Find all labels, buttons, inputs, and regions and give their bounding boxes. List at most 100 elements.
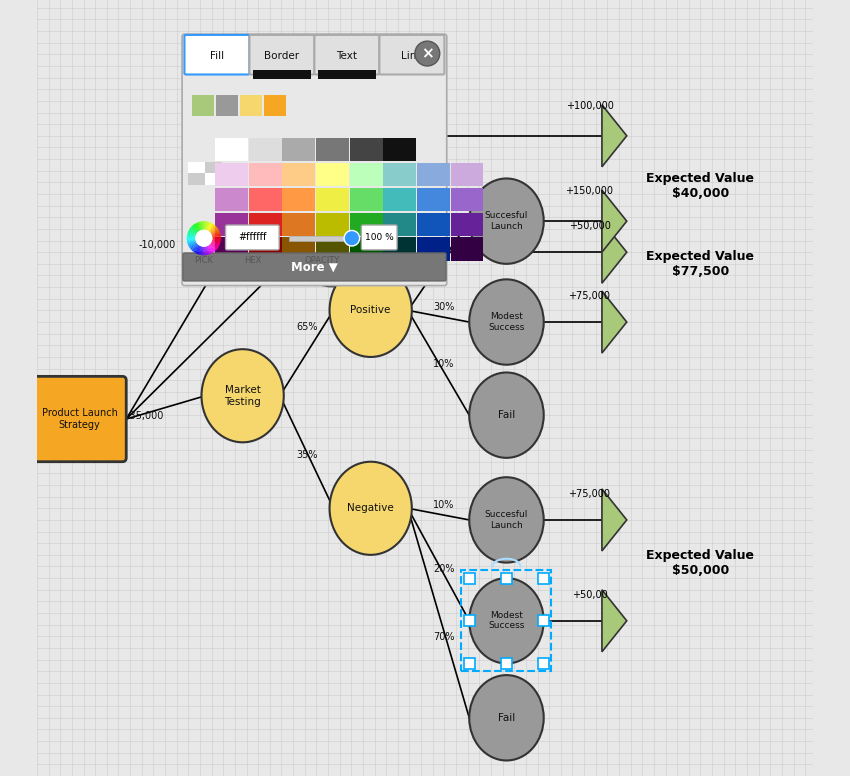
Bar [189,162,205,174]
Wedge shape [211,243,218,248]
Text: Line: Line [401,51,422,61]
Wedge shape [212,240,221,243]
Text: Expected Value
$50,000: Expected Value $50,000 [647,549,755,577]
Bar [450,237,484,261]
Bar [215,188,248,211]
Wedge shape [212,230,219,234]
Text: Text: Text [337,51,357,61]
Wedge shape [205,221,207,230]
Wedge shape [190,244,197,250]
Text: 30%: 30% [433,303,454,313]
Wedge shape [212,241,220,244]
Wedge shape [202,247,204,255]
Text: +75,000: +75,000 [569,489,610,499]
Wedge shape [191,226,198,233]
Bar [450,188,484,211]
Wedge shape [198,246,201,255]
Wedge shape [212,238,221,239]
Wedge shape [212,233,220,236]
Text: 60%: 60% [433,247,454,257]
Bar [538,658,549,669]
Wedge shape [212,241,219,245]
Wedge shape [187,236,196,237]
Bar [383,237,416,261]
Bar [417,237,450,261]
Ellipse shape [330,264,411,357]
Bar [349,213,382,236]
Wedge shape [212,234,221,237]
Bar [241,95,262,116]
Wedge shape [196,223,201,230]
Bar [205,174,222,185]
Wedge shape [201,247,202,255]
Bar [349,163,382,186]
Text: -10,000: -10,000 [139,241,176,251]
Text: #ffffff: #ffffff [238,233,267,242]
Text: HEX: HEX [244,256,261,265]
Wedge shape [195,223,200,231]
Wedge shape [197,246,201,255]
Wedge shape [193,224,199,232]
Text: 100 %: 100 % [365,233,394,242]
Wedge shape [201,221,203,230]
Wedge shape [190,243,197,248]
Wedge shape [212,239,221,241]
Text: Fail: Fail [498,411,515,420]
Text: 20%: 20% [433,564,455,574]
Wedge shape [188,231,196,235]
Ellipse shape [469,372,544,458]
FancyBboxPatch shape [182,34,447,286]
Wedge shape [203,247,205,255]
Wedge shape [195,245,200,253]
Wedge shape [193,244,199,252]
Bar [464,615,474,626]
Bar [383,163,416,186]
Polygon shape [602,590,626,652]
Wedge shape [187,234,196,237]
Wedge shape [204,221,206,230]
Wedge shape [208,245,212,253]
Text: Succesful
Launch: Succesful Launch [484,511,528,529]
Wedge shape [188,241,196,244]
Text: Border: Border [264,51,299,61]
Wedge shape [212,241,220,244]
FancyBboxPatch shape [361,225,397,250]
Ellipse shape [469,477,544,563]
Ellipse shape [469,178,544,264]
FancyBboxPatch shape [183,253,446,281]
Text: Product Launch
Strategy: Product Launch Strategy [42,408,117,430]
Wedge shape [212,242,219,247]
Wedge shape [210,227,217,233]
Wedge shape [196,246,200,254]
Ellipse shape [295,102,369,170]
Wedge shape [187,234,196,237]
Bar [316,213,349,236]
Wedge shape [207,222,210,230]
Wedge shape [210,226,216,232]
Wedge shape [190,229,197,234]
Wedge shape [196,246,201,254]
Bar [538,615,549,626]
Wedge shape [188,230,196,235]
Wedge shape [194,224,199,231]
Bar [349,188,382,211]
Wedge shape [196,223,200,230]
Wedge shape [208,245,213,253]
Text: 35%: 35% [297,450,318,460]
Bar [282,138,315,161]
Bar [249,138,281,161]
Wedge shape [211,227,218,233]
Wedge shape [188,241,196,245]
Text: Fill: Fill [210,51,224,61]
Wedge shape [208,223,213,231]
Wedge shape [187,240,196,242]
Wedge shape [209,224,214,231]
Wedge shape [190,227,197,234]
Text: +75,000: +75,000 [569,291,610,301]
Polygon shape [602,190,626,252]
Bar [450,213,484,236]
Wedge shape [190,227,197,233]
Text: PICK: PICK [195,256,213,265]
Wedge shape [190,243,197,249]
Bar [318,70,377,79]
